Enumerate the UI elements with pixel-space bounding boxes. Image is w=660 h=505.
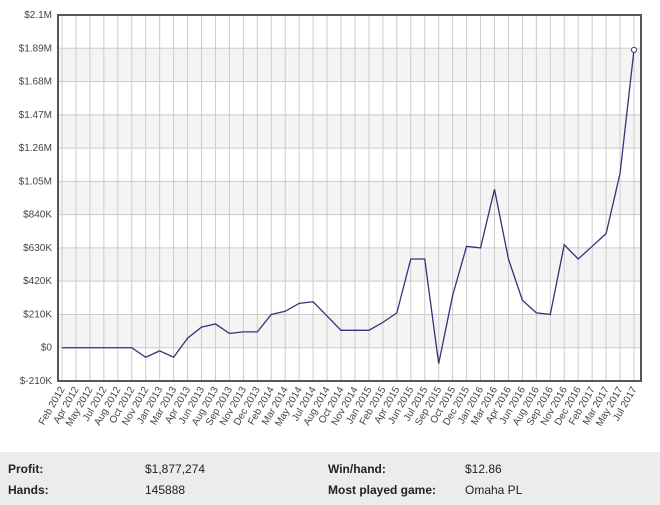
y-tick-label: $1.89M <box>19 43 52 54</box>
y-tick-label: $1.47M <box>19 110 52 121</box>
y-tick-label: $-210K <box>20 376 53 387</box>
band <box>58 181 641 215</box>
band <box>58 114 641 149</box>
y-tick-label: $840K <box>23 210 52 221</box>
y-tick-label: $210K <box>23 309 52 320</box>
stat-value: Omaha PL <box>465 483 523 497</box>
y-tick-label: $630K <box>23 243 52 254</box>
stats-panel: Profit: $1,877,274 Win/hand: $12.86 Hand… <box>0 452 660 505</box>
stat-label: Most played game: <box>328 483 437 497</box>
stat-label: Profit: <box>8 462 44 476</box>
line <box>62 49 635 364</box>
stat-value: $1,877,274 <box>145 462 206 476</box>
y-tick-label: $1.05M <box>19 176 52 187</box>
stat-label: Win/hand: <box>328 462 386 476</box>
y-tick-label: $1.26M <box>19 143 52 154</box>
band <box>58 314 641 348</box>
plot-border <box>57 14 642 382</box>
y-tick-label: $2.1M <box>24 10 52 21</box>
stat-value: $12.86 <box>465 462 502 476</box>
stat-value: 145888 <box>145 483 186 497</box>
chart: $-210K $0 $210K $420K $630K $840K $1.05M $1.26M… <box>19 10 642 429</box>
y-tick-label: $1.68M <box>19 77 52 88</box>
stat-label: Hands: <box>8 483 49 497</box>
band <box>58 48 641 82</box>
y-tick-label: $420K <box>23 276 52 287</box>
end-point <box>631 46 637 53</box>
y-tick-label: $0 <box>41 343 53 354</box>
band <box>58 247 641 282</box>
